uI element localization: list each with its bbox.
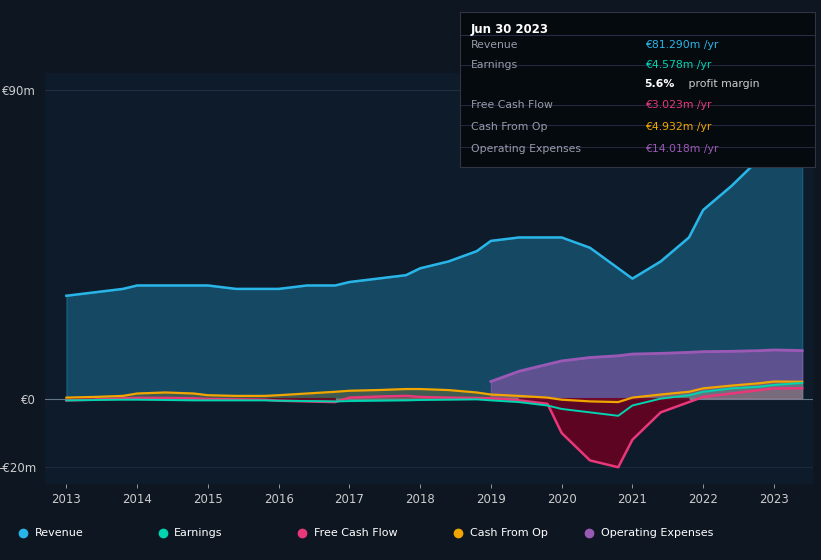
Text: Earnings: Earnings xyxy=(470,60,518,70)
Text: Revenue: Revenue xyxy=(34,529,83,538)
Text: Operating Expenses: Operating Expenses xyxy=(601,529,713,538)
Text: profit margin: profit margin xyxy=(686,78,760,88)
Text: Free Cash Flow: Free Cash Flow xyxy=(470,100,553,110)
Text: Free Cash Flow: Free Cash Flow xyxy=(314,529,397,538)
Text: 5.6%: 5.6% xyxy=(644,78,675,88)
Text: €4.578m /yr: €4.578m /yr xyxy=(644,60,711,70)
Text: €3.023m /yr: €3.023m /yr xyxy=(644,100,711,110)
Text: Jun 30 2023: Jun 30 2023 xyxy=(470,23,548,36)
Text: Operating Expenses: Operating Expenses xyxy=(470,144,580,154)
Text: Cash From Op: Cash From Op xyxy=(470,529,548,538)
Text: Earnings: Earnings xyxy=(174,529,222,538)
Text: Revenue: Revenue xyxy=(470,40,518,50)
Text: Cash From Op: Cash From Op xyxy=(470,122,547,132)
Text: €81.290m /yr: €81.290m /yr xyxy=(644,40,718,50)
Text: €14.018m /yr: €14.018m /yr xyxy=(644,144,718,154)
Text: €4.932m /yr: €4.932m /yr xyxy=(644,122,711,132)
